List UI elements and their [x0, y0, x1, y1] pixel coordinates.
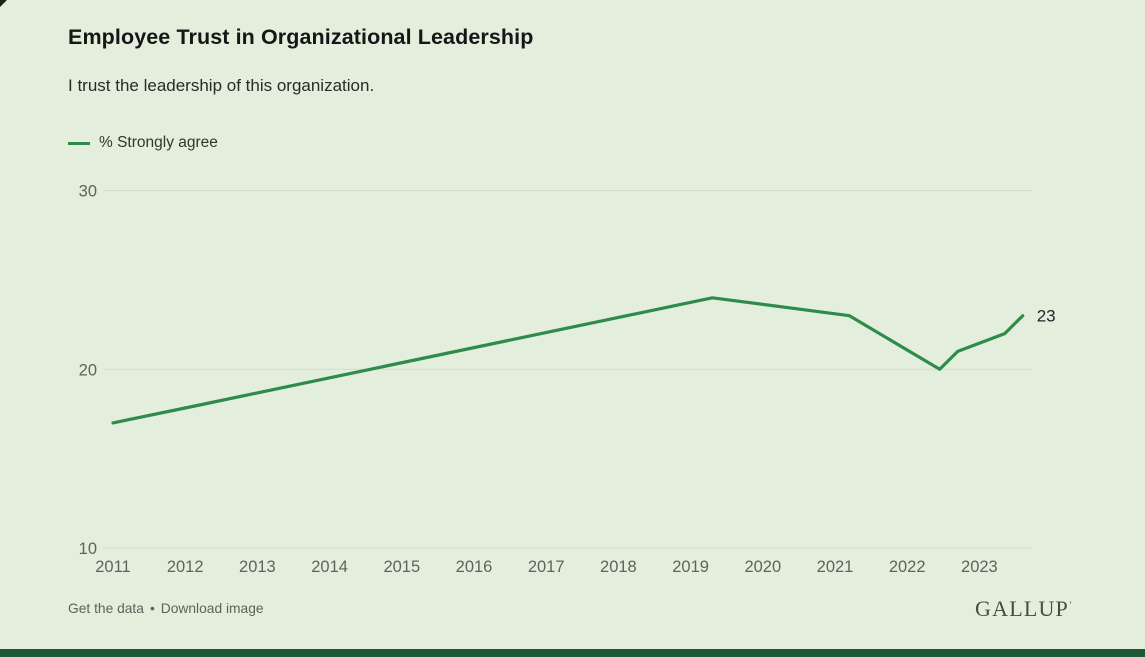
footer-links: Get the data • Download image: [68, 601, 264, 616]
end-value-label: 23: [1037, 307, 1056, 326]
x-tick-label: 2011: [95, 558, 130, 576]
x-tick-label: 2019: [672, 558, 709, 576]
x-tick-label: 2023: [961, 558, 998, 576]
x-tick-label: 2015: [383, 558, 420, 576]
x-tick-label: 2022: [889, 558, 926, 576]
chart-subtitle: I trust the leadership of this organizat…: [68, 76, 375, 95]
x-tick-label: 2020: [744, 558, 781, 576]
x-tick-label: 2012: [167, 558, 204, 576]
chart-title: Employee Trust in Organizational Leaders…: [68, 25, 534, 49]
x-tick-label: 2021: [817, 558, 854, 576]
y-tick-label: 10: [79, 540, 97, 558]
trend-line-strongly-agree[interactable]: [111, 296, 1025, 425]
x-tick-label: 2013: [239, 558, 276, 576]
x-tick-label: 2014: [311, 558, 348, 576]
gallup-wordmark: GALLUP: [975, 596, 1069, 621]
gallup-logo: GALLUP’: [975, 596, 1072, 622]
screen-corner-artifact: [0, 0, 7, 7]
bottom-accent-bar: [0, 649, 1145, 657]
x-tick-label: 2016: [456, 558, 493, 576]
legend-label: % Strongly agree: [99, 134, 218, 151]
x-tick-label: 2017: [528, 558, 565, 576]
footer-separator: •: [149, 601, 155, 616]
y-tick-label: 30: [79, 183, 97, 201]
x-tick-label: 2018: [600, 558, 637, 576]
legend: % Strongly agree: [68, 134, 218, 152]
y-tick-label: 20: [79, 361, 97, 379]
legend-line-swatch: [68, 141, 90, 145]
trademark-mark: ’: [1069, 600, 1072, 610]
download-image-link[interactable]: Download image: [160, 601, 264, 616]
get-the-data-link[interactable]: Get the data: [68, 601, 144, 616]
